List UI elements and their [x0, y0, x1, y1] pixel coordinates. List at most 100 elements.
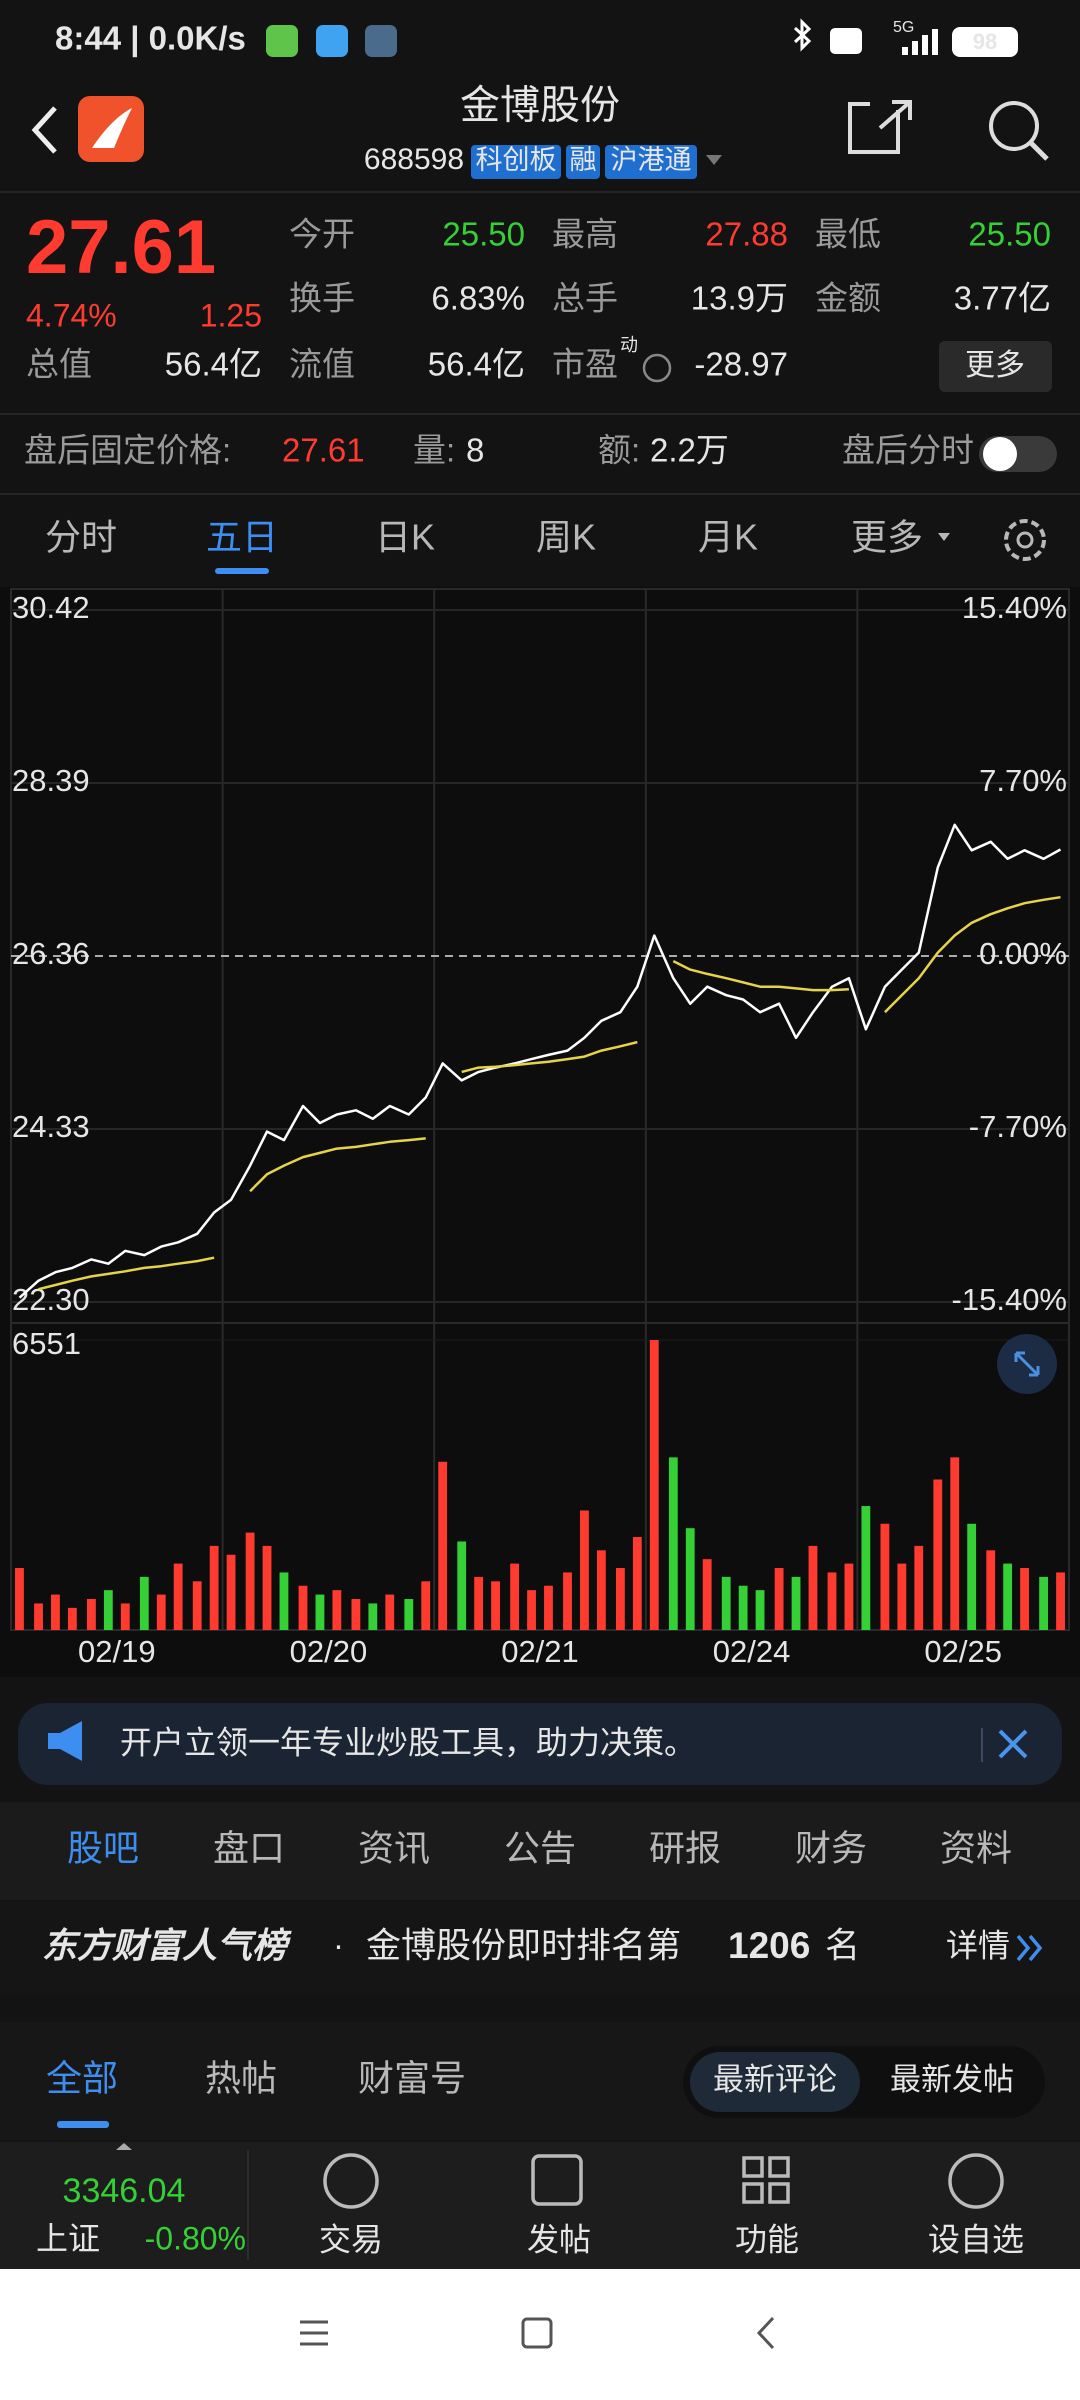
volume-bar: [986, 1550, 996, 1630]
volume-tick-label: 6551: [12, 1326, 81, 1361]
home-button[interactable]: [521, 2317, 553, 2349]
volume-bar: [457, 1541, 467, 1630]
volume-bar: [738, 1585, 748, 1630]
section-tab[interactable]: 公告: [504, 1828, 576, 1869]
index-change: -0.80%: [145, 2220, 246, 2256]
section-tab[interactable]: 盘口: [213, 1828, 285, 1869]
volume-bar: [933, 1479, 943, 1630]
y-tick-label: 24.33: [12, 1109, 90, 1144]
volume-bar: [844, 1563, 854, 1630]
volume-bar: [774, 1568, 784, 1630]
back-nav-button[interactable]: [756, 2316, 775, 2350]
volume-bar: [596, 1550, 606, 1630]
volume-bar: [262, 1545, 272, 1630]
volume-bar: [897, 1563, 907, 1630]
volume-bar: [668, 1457, 678, 1630]
menu-button[interactable]: [300, 2320, 328, 2346]
divider: [0, 191, 1080, 193]
period-tab[interactable]: 五日: [206, 517, 278, 558]
search-button[interactable]: [989, 101, 1039, 151]
ranking-row[interactable]: [0, 1902, 1080, 1993]
settings-button[interactable]: [1004, 519, 1046, 561]
more-button-label: 更多: [965, 349, 1025, 382]
nav-item[interactable]: 发帖: [527, 2221, 591, 2257]
stat-label: 最高: [552, 216, 618, 253]
section-tab[interactable]: 财务: [795, 1828, 867, 1869]
volume-bar: [67, 1607, 77, 1630]
sort-option[interactable]: 最新发帖: [890, 2062, 1014, 2097]
volume-bar: [404, 1599, 414, 1630]
details-link[interactable]: 详情: [946, 1927, 1010, 1963]
back-button[interactable]: [31, 106, 57, 154]
x-tick-label: 02/25: [924, 1634, 1002, 1669]
period-tab[interactable]: 分时: [45, 517, 117, 558]
nav-item[interactable]: 设自选: [928, 2221, 1024, 2257]
volume-bar: [685, 1528, 695, 1630]
nav-item[interactable]: 功能: [735, 2221, 799, 2257]
volume-bar: [721, 1576, 731, 1630]
section-tab[interactable]: 资料: [940, 1828, 1012, 1869]
signal-icon: [902, 29, 938, 55]
divider: [0, 413, 1080, 415]
stat-value: 27.88: [705, 216, 788, 253]
stat-value: 25.50: [442, 216, 525, 253]
period-tab[interactable]: 更多: [851, 517, 923, 558]
x-tick-label: 02/19: [78, 1634, 156, 1669]
section-tab[interactable]: 股吧: [67, 1828, 139, 1869]
volume-bar: [615, 1568, 625, 1630]
volume-bar: [791, 1576, 801, 1630]
volume-bar: [368, 1603, 378, 1630]
section-tab[interactable]: 研报: [649, 1828, 721, 1869]
more-button[interactable]: [939, 341, 1052, 392]
y2-tick-label: -7.70%: [969, 1109, 1067, 1144]
volume-bar: [279, 1572, 289, 1630]
section-tab-bar: [0, 1802, 1080, 1900]
stat-value: 56.4亿: [428, 346, 525, 383]
volume-bar: [1003, 1563, 1013, 1630]
price-line: [18, 823, 1062, 1299]
ranking-number: 1206: [728, 1925, 810, 1966]
hd-icon: [830, 28, 862, 54]
post-tab[interactable]: 热帖: [205, 2058, 277, 2099]
stat-value: 13.9万: [691, 280, 788, 317]
plot-frame: [10, 588, 1070, 1631]
volume-bar: [1039, 1576, 1049, 1630]
logo-mark: [92, 108, 132, 148]
nav-item[interactable]: 交易: [319, 2221, 383, 2257]
section-tab[interactable]: 资讯: [358, 1828, 430, 1869]
sort-option[interactable]: 最新评论: [713, 2062, 837, 2097]
period-tab[interactable]: 周K: [536, 517, 596, 558]
stock-title: 金博股份: [460, 84, 620, 128]
volume-bar: [298, 1585, 308, 1630]
volume-bar: [192, 1581, 202, 1630]
volume-bar: [563, 1572, 572, 1630]
nav-icon: [742, 2156, 790, 2204]
close-button[interactable]: [998, 1729, 1028, 1759]
ranking-dot: ·: [333, 1927, 344, 1964]
promo-banner[interactable]: [18, 1703, 1062, 1785]
volume-bar: [421, 1581, 431, 1630]
after-hours-label: 盘后固定价格:: [24, 432, 231, 469]
dropdown-arrow[interactable]: [706, 155, 722, 165]
stat-value: 6.83%: [431, 280, 525, 317]
post-tab[interactable]: 全部: [46, 2058, 118, 2099]
network-label: 5G: [893, 19, 914, 36]
tab-indicator: [57, 2121, 109, 2128]
stat-label: 市盈: [552, 346, 618, 383]
share-button[interactable]: [848, 100, 912, 154]
stock-code: 688598: [364, 143, 464, 176]
index-value[interactable]: 3346.04: [63, 2172, 186, 2210]
period-tab[interactable]: 日K: [375, 517, 435, 558]
volume-bar: [827, 1572, 837, 1630]
after-hours-amount: 2.2万: [650, 432, 729, 469]
megaphone-icon: [48, 1721, 82, 1761]
post-tab[interactable]: 财富号: [358, 2058, 466, 2099]
volume-bar: [332, 1590, 342, 1630]
status-icon: [365, 25, 397, 57]
after-hours-volume-label: 量:: [413, 432, 455, 469]
info-icon[interactable]: [642, 353, 672, 383]
volume-bar: [755, 1590, 765, 1630]
status-icon: [316, 25, 348, 57]
period-tab[interactable]: 月K: [698, 517, 758, 558]
after-hours-volume: 8: [466, 432, 484, 469]
